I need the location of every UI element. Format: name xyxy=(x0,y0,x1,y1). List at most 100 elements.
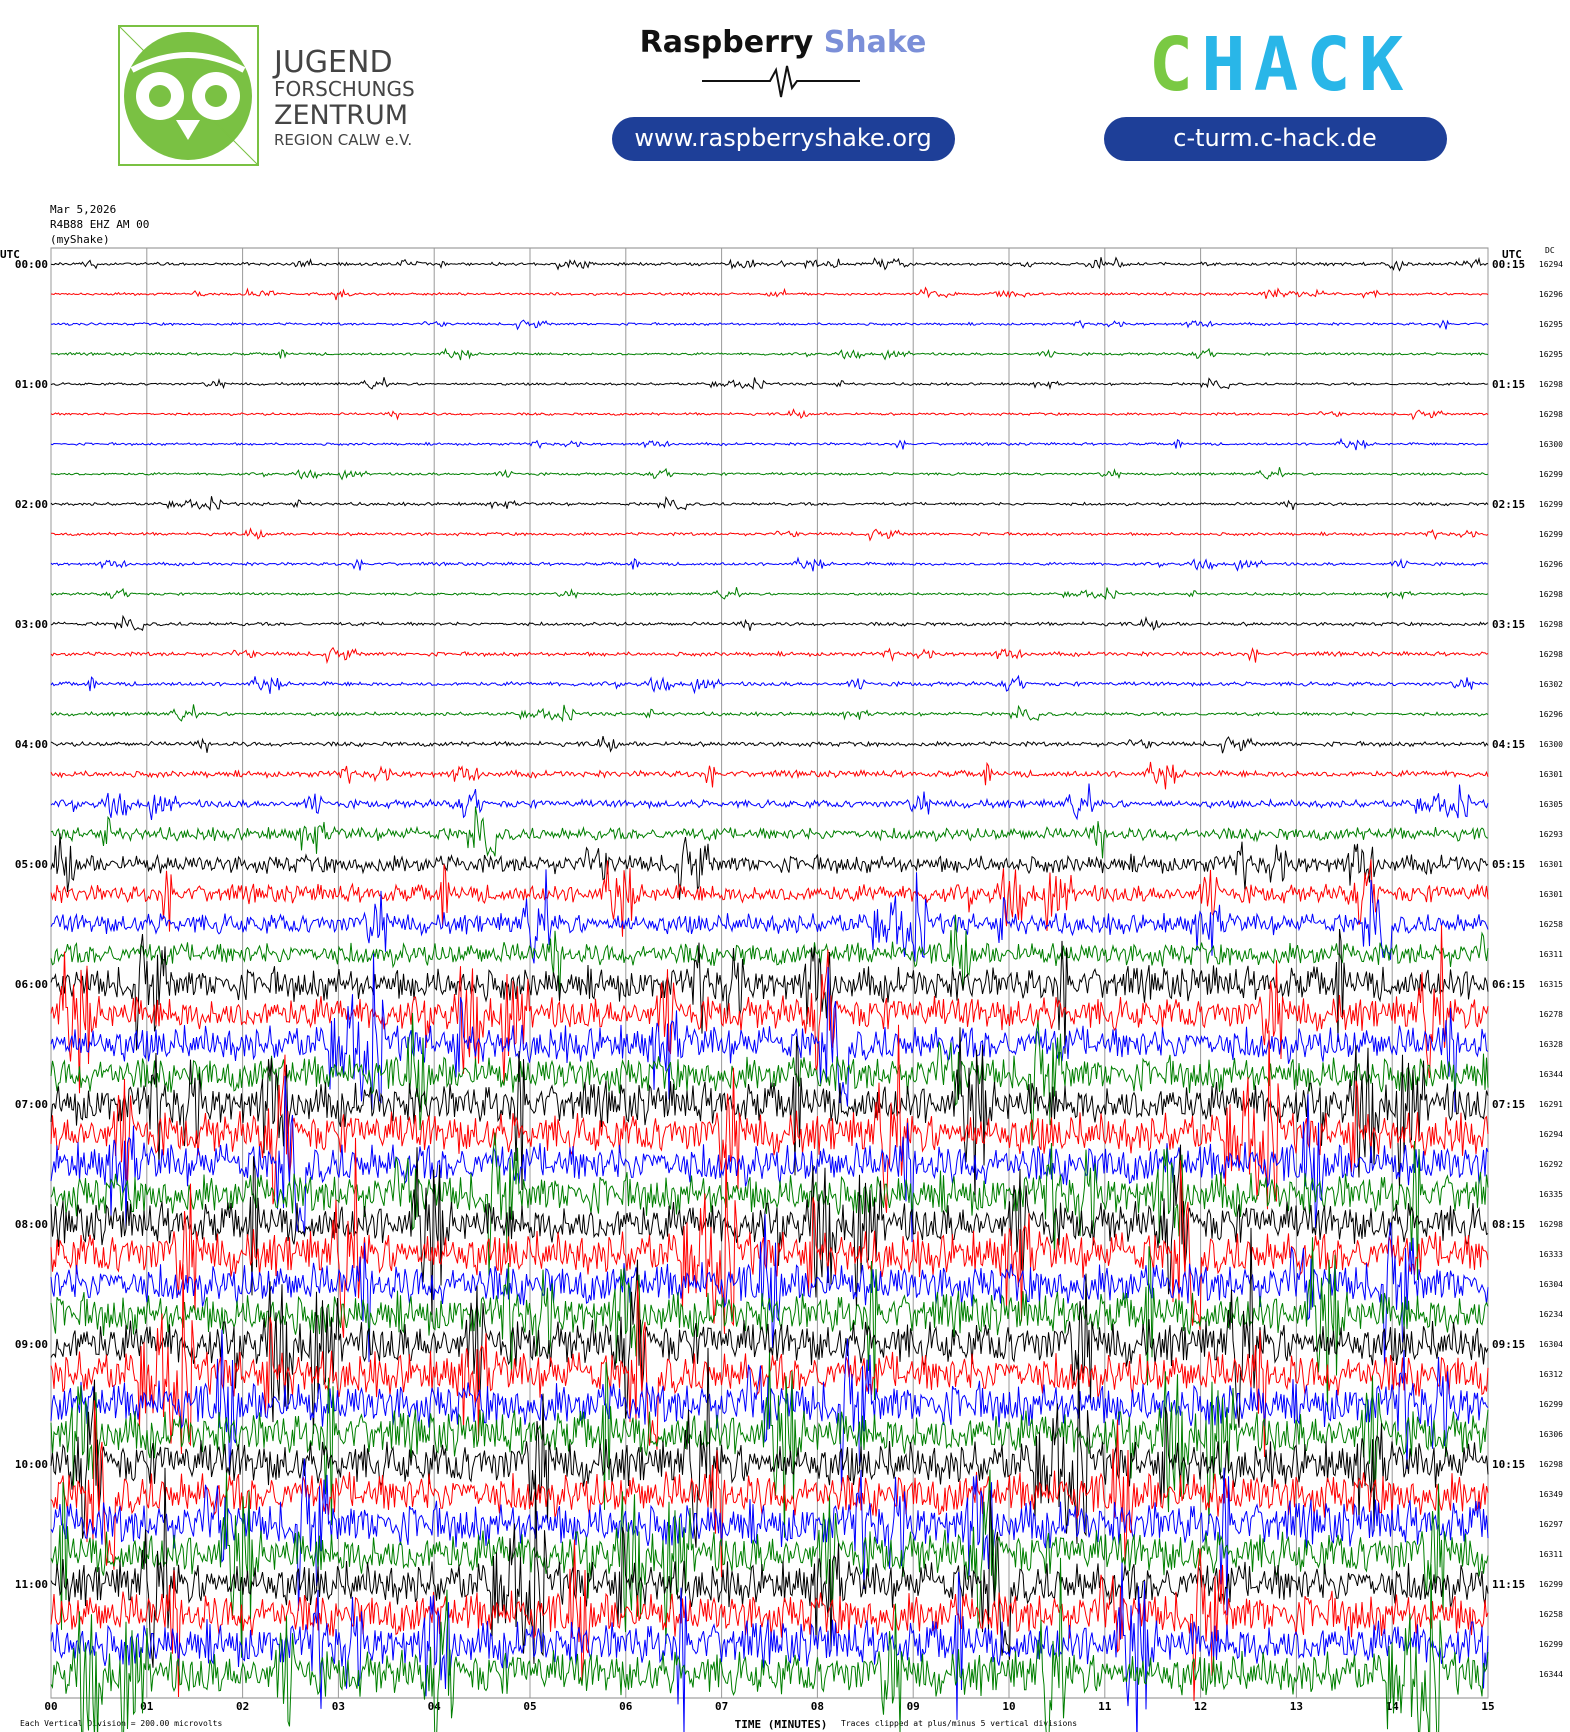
chack-logo: CHACK xyxy=(1149,22,1412,108)
trace xyxy=(50,1144,1489,1322)
trace xyxy=(50,928,1489,1054)
url-pill[interactable] xyxy=(1104,117,1447,161)
dc-value: 16301 xyxy=(1539,770,1563,779)
trace xyxy=(50,1352,1489,1538)
dc-value: 16293 xyxy=(1539,830,1563,839)
trace xyxy=(50,704,1489,723)
dc-value: 16299 xyxy=(1539,1640,1563,1649)
owl-logo xyxy=(118,25,259,166)
trace xyxy=(50,408,1489,421)
dc-value: 16298 xyxy=(1539,620,1563,629)
trace xyxy=(50,467,1489,481)
hour-label: 00:00 xyxy=(15,258,48,271)
seismo-icon xyxy=(702,65,860,98)
x-tick-label: 06 xyxy=(619,1700,633,1713)
trace xyxy=(50,347,1489,361)
hour-label: 08:00 xyxy=(15,1218,48,1231)
x-tick-label: 11 xyxy=(1098,1700,1112,1713)
trace xyxy=(50,1075,1489,1243)
dc-value: 16294 xyxy=(1539,1130,1563,1139)
end-label: 00:15 xyxy=(1492,258,1525,271)
x-axis-label: TIME (MINUTES) xyxy=(735,1718,828,1731)
dc-value: 16298 xyxy=(1539,1220,1563,1229)
trace xyxy=(50,319,1489,331)
clip-note: Traces clipped at plus/minus 5 vertical … xyxy=(841,1719,1077,1728)
x-tick-label: 08 xyxy=(811,1700,824,1713)
chack-url[interactable]: c-turm.c-hack.de xyxy=(1173,124,1376,152)
trace xyxy=(50,286,1489,301)
hour-label: 03:00 xyxy=(15,618,48,631)
dc-value: 16292 xyxy=(1539,1160,1563,1169)
brand-second: Shake xyxy=(824,25,927,60)
x-tick-label: 14 xyxy=(1386,1700,1400,1713)
dc-value: 16297 xyxy=(1539,1520,1563,1529)
trace xyxy=(50,646,1489,665)
dc-value: 16299 xyxy=(1539,1400,1563,1409)
brand: Raspberry Shake xyxy=(640,25,927,60)
dc-value: 16301 xyxy=(1539,860,1563,869)
utc-label: UTC xyxy=(1502,248,1522,261)
trace xyxy=(50,1458,1489,1616)
end-label: 02:15 xyxy=(1492,498,1525,511)
end-label: 05:15 xyxy=(1492,858,1525,871)
trace xyxy=(50,735,1489,754)
end-label: 04:15 xyxy=(1492,738,1525,751)
trace xyxy=(50,1237,1489,1412)
trace xyxy=(50,1467,1489,1668)
dc-value: 16311 xyxy=(1539,1550,1563,1559)
dc-value: 16295 xyxy=(1539,350,1563,359)
trace xyxy=(50,495,1489,512)
end-label: 08:15 xyxy=(1492,1218,1525,1231)
utc-label: UTC xyxy=(0,248,20,261)
trace xyxy=(50,256,1489,272)
dc-value: 16335 xyxy=(1539,1190,1563,1199)
dc-value: 16291 xyxy=(1539,1100,1563,1109)
dc-value: 16298 xyxy=(1539,380,1563,389)
trace xyxy=(50,1214,1489,1366)
dc-value: 16299 xyxy=(1539,1580,1563,1589)
dc-value: 16299 xyxy=(1539,470,1563,479)
trace xyxy=(50,783,1489,821)
end-label: 03:15 xyxy=(1492,618,1525,631)
hour-label: 04:00 xyxy=(15,738,48,751)
hour-label: 06:00 xyxy=(15,978,48,991)
trace xyxy=(50,869,1489,964)
dc-label: DC xyxy=(1545,246,1555,255)
trace xyxy=(50,587,1489,600)
dc-value: 16315 xyxy=(1539,980,1563,989)
end-label: 09:15 xyxy=(1492,1338,1525,1351)
trace xyxy=(50,556,1489,572)
dc-value: 16296 xyxy=(1539,560,1563,569)
dc-value: 16258 xyxy=(1539,1610,1563,1619)
end-label: 11:15 xyxy=(1492,1578,1525,1591)
x-tick-label: 00 xyxy=(44,1700,57,1713)
trace xyxy=(50,614,1489,632)
trace xyxy=(50,1137,1489,1338)
dc-value: 16298 xyxy=(1539,590,1563,599)
dc-value: 16295 xyxy=(1539,320,1563,329)
chack-c: C xyxy=(1149,22,1202,108)
dc-value: 16311 xyxy=(1539,950,1563,959)
hour-label: 10:00 xyxy=(15,1458,48,1471)
brand-url[interactable]: www.raspberryshake.org xyxy=(634,124,931,152)
hour-label: 09:00 xyxy=(15,1338,48,1351)
url-pill[interactable] xyxy=(612,117,955,161)
hour-label: 05:00 xyxy=(15,858,48,871)
trace xyxy=(50,1132,1489,1281)
chack-rest: HACK xyxy=(1201,22,1411,108)
dc-value: 16299 xyxy=(1539,530,1563,539)
dc-value: 16278 xyxy=(1539,1010,1563,1019)
end-label: 06:15 xyxy=(1492,978,1525,991)
info-line: Mar 5,2026 xyxy=(50,203,116,216)
dc-value: 16258 xyxy=(1539,920,1563,929)
end-label: 01:15 xyxy=(1492,378,1525,391)
helicorder: Mar 5,2026 R4B88 EHZ AM 00 (myShake) UTC UTC… xyxy=(0,203,1563,1732)
dc-value: 16301 xyxy=(1539,890,1563,899)
trace xyxy=(50,1400,1489,1578)
trace xyxy=(50,925,1489,1094)
info-line: (myShake) xyxy=(50,233,110,246)
trace xyxy=(50,1347,1489,1548)
org-line: JUGEND xyxy=(272,45,393,80)
dc-value: 16305 xyxy=(1539,800,1563,809)
